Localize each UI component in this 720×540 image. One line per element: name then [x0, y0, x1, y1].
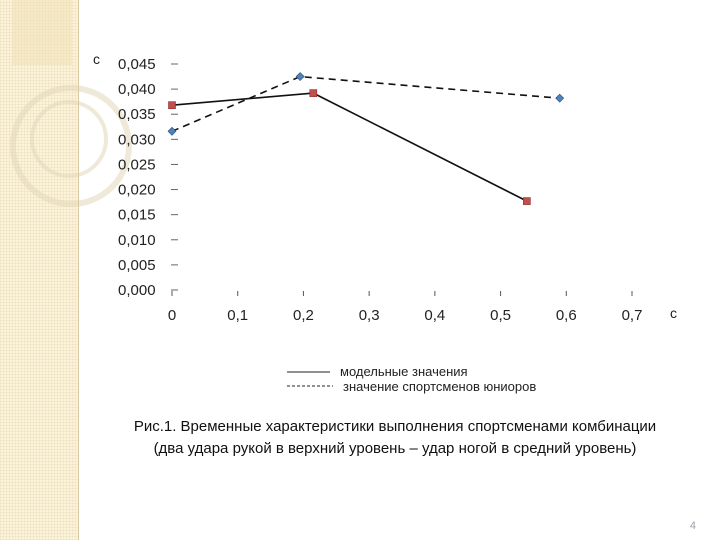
- y-tick-label: 0,035: [118, 106, 156, 123]
- x-tick-label: 0,5: [490, 307, 511, 324]
- slide-divider: [78, 0, 79, 540]
- x-tick-label: 0,6: [556, 307, 577, 324]
- y-tick-label: 0,045: [118, 56, 156, 73]
- data-point-diamond: [555, 93, 565, 103]
- y-tick-label: 0,030: [118, 131, 156, 148]
- x-axis-unit-label: с: [670, 305, 677, 321]
- x-tick-label: 0,2: [293, 307, 314, 324]
- decorative-circle-large: [10, 85, 132, 207]
- y-tick-label: 0,020: [118, 182, 156, 199]
- y-tick-label: 0,025: [118, 156, 156, 173]
- y-tick-label: 0,040: [118, 81, 156, 98]
- legend-dashed-label: значение спортсменов юниоров: [343, 379, 536, 394]
- y-tick-label: 0,005: [118, 257, 156, 274]
- x-tick-label: 0,1: [227, 307, 248, 324]
- x-tick-label: 0: [168, 307, 176, 324]
- figure-caption: Рис.1. Временные характеристики выполнен…: [90, 416, 700, 460]
- page-number: 4: [689, 520, 696, 532]
- x-tick-label: 0,3: [359, 307, 380, 324]
- series-line-2: [171, 75, 560, 133]
- y-tick-label: 0,015: [118, 207, 156, 224]
- x-tick-label: 0,4: [424, 307, 445, 324]
- legend-solid-label: модельные значения: [340, 364, 468, 379]
- data-point-diamond: [295, 72, 305, 81]
- y-axis-unit-label: с: [93, 51, 100, 67]
- chart-series: [167, 72, 565, 205]
- caption-line-2: (два удара рукой в верхний уровень – уда…: [153, 440, 637, 457]
- y-axis-ticks: 0,000 0,005 0,010 0,015 0,020 0,025 0,030 0,035…: [118, 56, 178, 299]
- y-tick-label: 0,000: [118, 282, 156, 299]
- series-line-1: [171, 92, 528, 202]
- data-point-square: [309, 89, 318, 97]
- data-point-diamond: [167, 126, 177, 136]
- data-point-square: [523, 197, 531, 205]
- x-tick-label: 0,7: [622, 307, 643, 324]
- decorative-circle-small: [30, 100, 108, 178]
- x-axis-ticks: 0 0,1 0,2 0,3 0,4 0,5 0,6 0,7: [168, 291, 643, 324]
- y-tick-label: 0,010: [118, 232, 156, 249]
- data-point-square: [168, 101, 176, 109]
- caption-line-1: Рис.1. Временные характеристики выполнен…: [133, 418, 657, 435]
- decorative-top-rect: [12, 0, 72, 65]
